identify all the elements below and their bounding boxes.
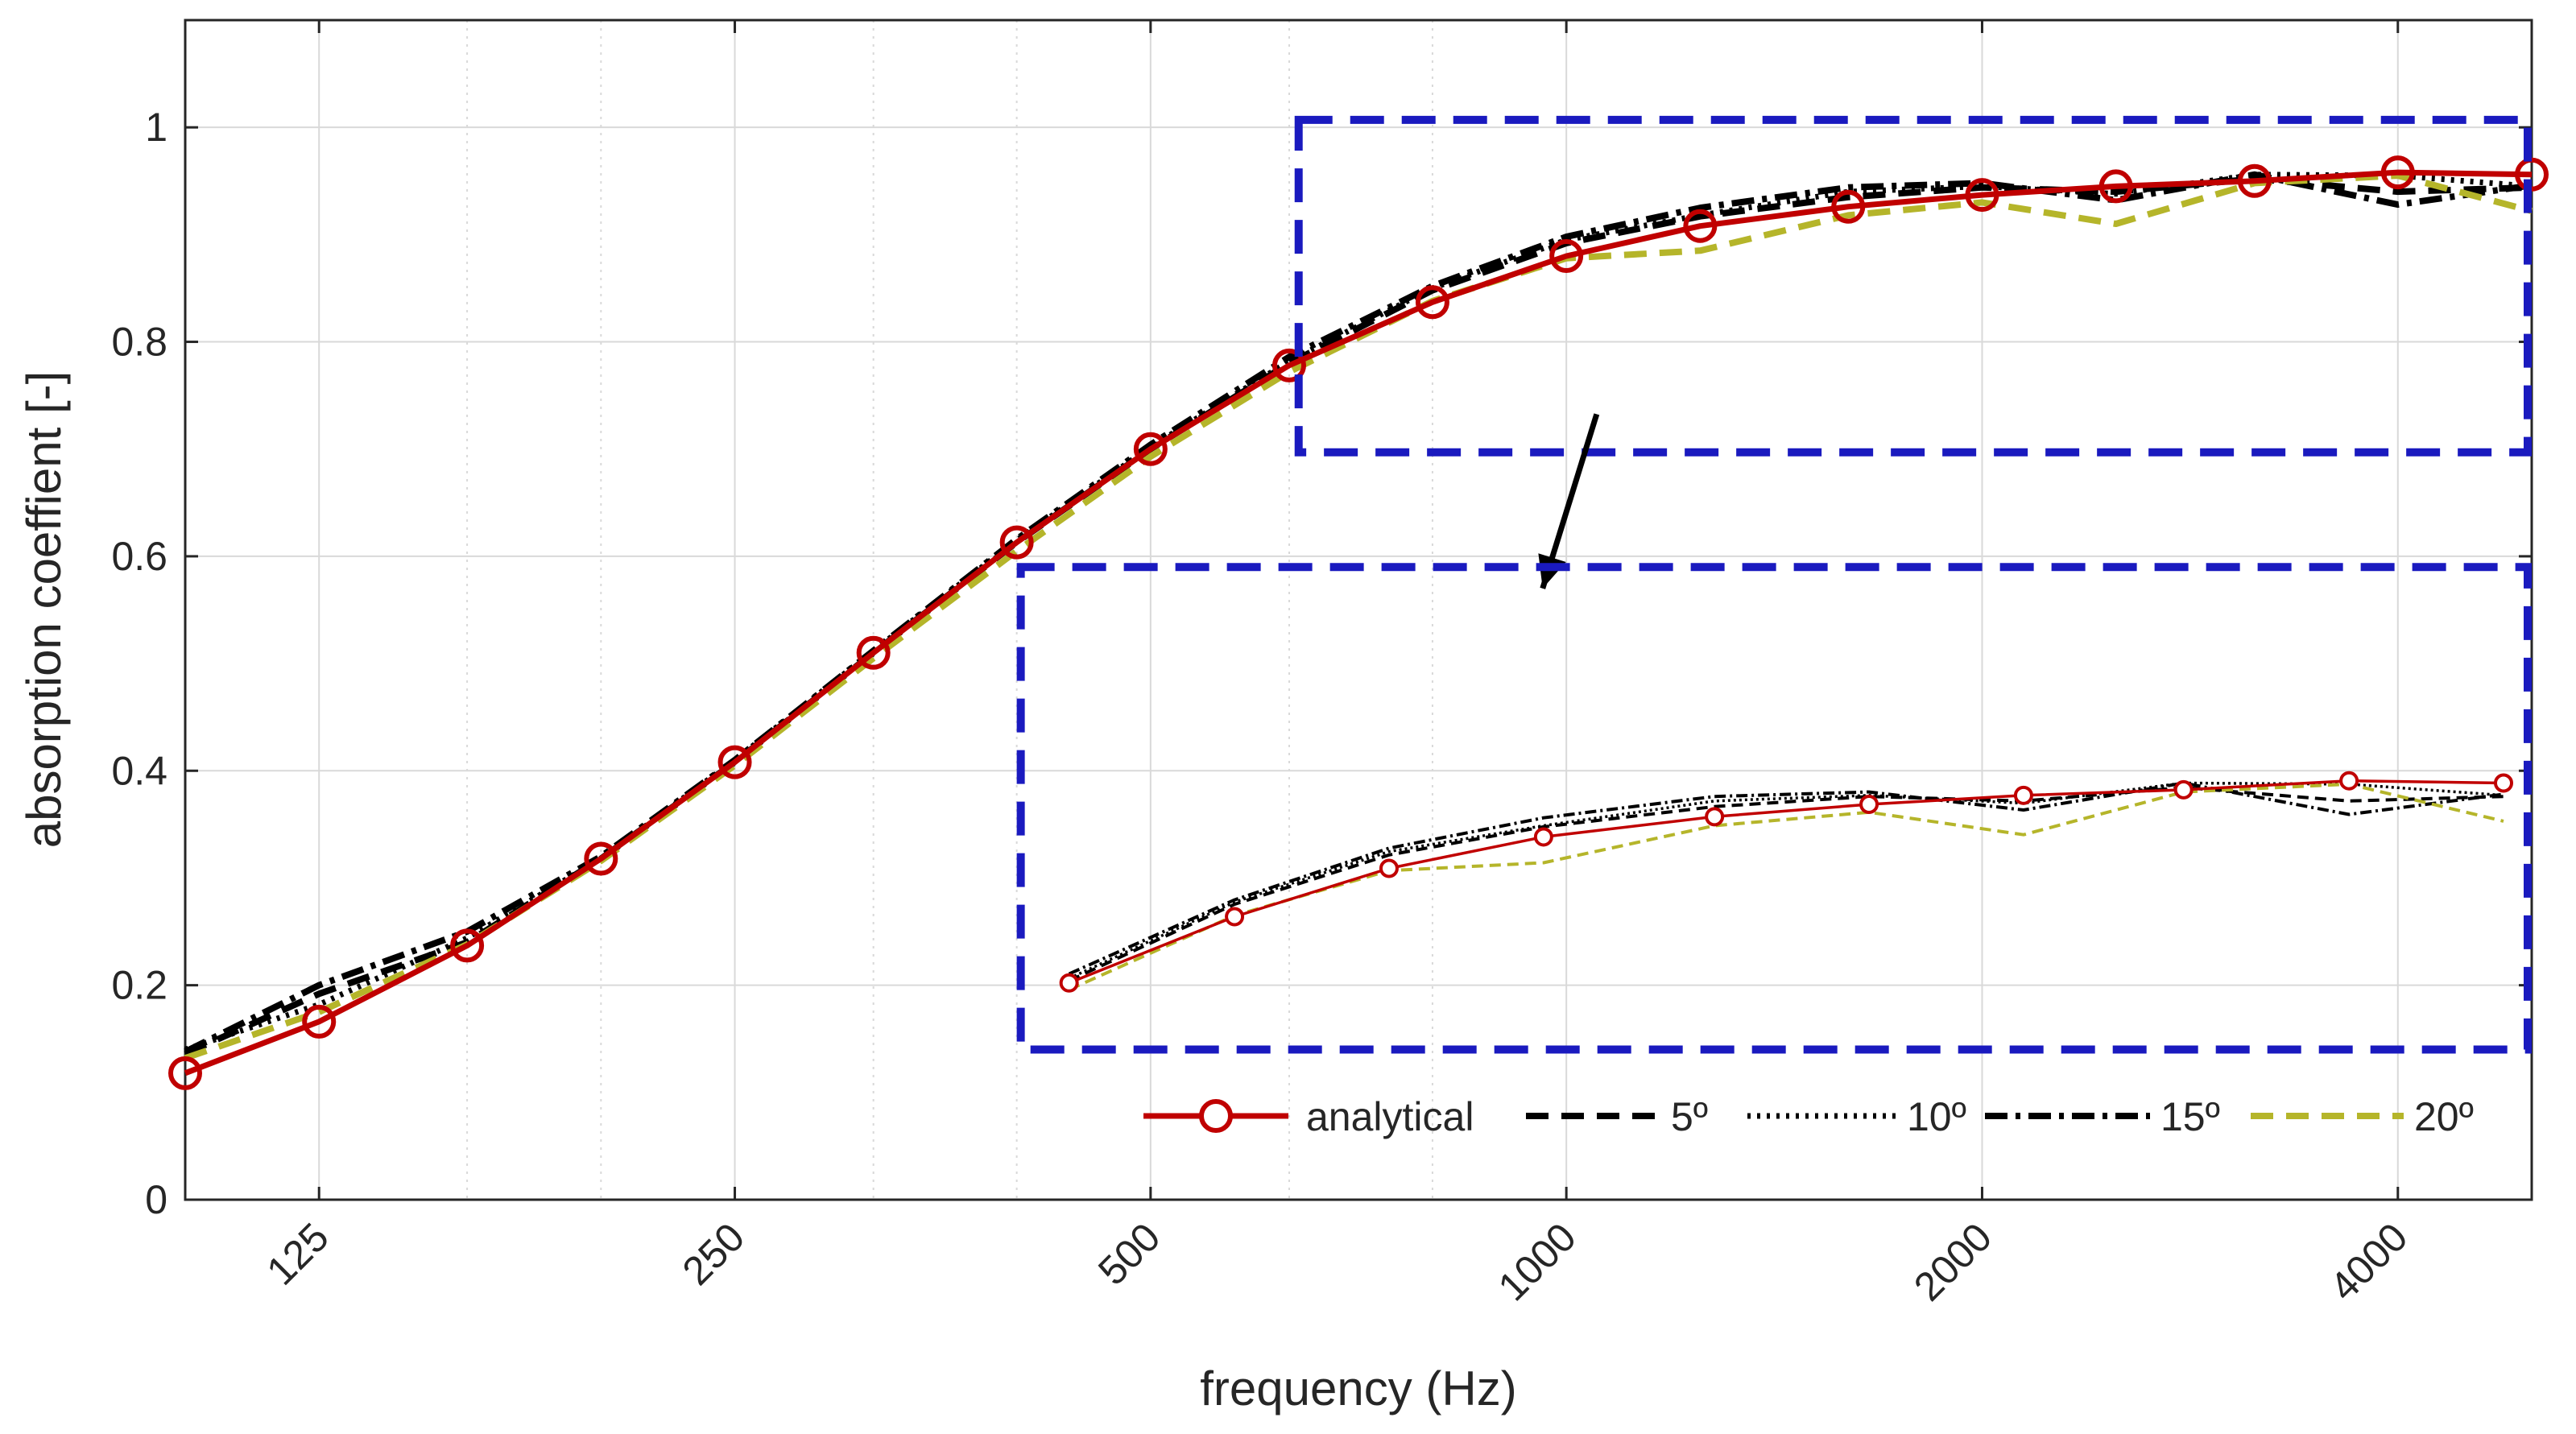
series-line-20deg bbox=[184, 172, 2533, 1061]
y-tick-label: 0.8 bbox=[111, 320, 167, 365]
zoom-source-box bbox=[1294, 115, 2532, 457]
y-axis-label: absorption coeffient [-] bbox=[17, 371, 71, 849]
analytical-marker bbox=[717, 745, 752, 779]
inset-analytical-marker bbox=[1059, 973, 1079, 993]
plot-area-frame bbox=[184, 19, 2533, 1201]
legend: analytical 5º 10º 15º 20º bbox=[1143, 1094, 2474, 1139]
series-line-10deg bbox=[184, 172, 2533, 1052]
legend-marker bbox=[1199, 1099, 1233, 1133]
analytical-marker bbox=[1271, 348, 1306, 382]
legend-label: 20º bbox=[2414, 1094, 2474, 1139]
series-layer bbox=[168, 155, 2549, 1090]
legend-label: 5º bbox=[1671, 1094, 1708, 1139]
analytical-marker bbox=[450, 928, 485, 963]
analytical-marker bbox=[1683, 209, 1718, 243]
analytical-marker bbox=[1133, 432, 1168, 466]
x-tick-label: 2000 bbox=[1905, 1214, 2000, 1309]
grid-lines bbox=[185, 20, 2532, 1200]
x-axis-label: frequency (Hz) bbox=[1200, 1362, 1516, 1415]
inset-analytical-marker bbox=[1379, 858, 1399, 878]
analytical-marker bbox=[1415, 285, 1449, 320]
inset-line-analytical bbox=[1068, 779, 2504, 985]
legend-label: analytical bbox=[1306, 1094, 1474, 1139]
x-tick-label: 500 bbox=[1090, 1214, 1169, 1294]
analytical-marker bbox=[584, 841, 618, 876]
x-tick-label: 1000 bbox=[1490, 1214, 1585, 1309]
x-tick-label: 125 bbox=[258, 1214, 337, 1294]
inset-box bbox=[1016, 563, 2532, 1054]
inset-analytical-marker bbox=[1533, 827, 1553, 847]
analytical-marker bbox=[2237, 163, 2272, 198]
legend-label: 10º bbox=[1907, 1094, 1966, 1139]
analytical-marker bbox=[1965, 178, 1999, 213]
inset-line-15deg bbox=[1068, 781, 2504, 976]
inset-analytical-marker bbox=[2339, 771, 2359, 791]
inset-line-20deg bbox=[1068, 782, 2504, 992]
analytical-marker bbox=[1831, 189, 1866, 224]
inset-analytical-marker bbox=[2013, 785, 2033, 805]
inset-analytical-marker bbox=[1225, 907, 1245, 927]
inset-analytical-marker bbox=[2173, 779, 2194, 800]
legend-label: 15º bbox=[2160, 1094, 2220, 1139]
analytical-marker bbox=[2380, 155, 2415, 190]
series-line-analytical bbox=[184, 169, 2533, 1077]
analytical-marker bbox=[168, 1056, 202, 1090]
inset-analytical-marker bbox=[1859, 794, 1879, 814]
analytical-marker bbox=[856, 635, 891, 670]
y-tick-label: 0.2 bbox=[111, 963, 167, 1008]
inset-analytical-marker bbox=[2494, 773, 2513, 793]
y-tick-label: 0 bbox=[145, 1177, 167, 1222]
analytical-marker bbox=[999, 525, 1034, 560]
inset-layer bbox=[1016, 563, 2532, 1054]
analytical-marker bbox=[1549, 239, 1584, 273]
inset-line-10deg bbox=[1068, 781, 2504, 980]
y-axis-ticks: 0 0.2 0.4 0.6 0.8 1 bbox=[111, 105, 2532, 1222]
inset-analytical-marker bbox=[1705, 807, 1725, 827]
inset-line-5deg bbox=[1068, 786, 2504, 982]
y-tick-label: 0.4 bbox=[111, 748, 167, 793]
analytical-marker bbox=[302, 1004, 337, 1039]
series-line-15deg bbox=[184, 171, 2533, 1055]
x-tick-label: 4000 bbox=[2321, 1214, 2416, 1309]
series-line-5deg bbox=[184, 176, 2533, 1057]
x-tick-label: 250 bbox=[674, 1214, 754, 1294]
y-tick-label: 0.6 bbox=[111, 534, 167, 579]
analytical-marker bbox=[2098, 169, 2133, 204]
y-tick-label: 1 bbox=[145, 105, 167, 150]
